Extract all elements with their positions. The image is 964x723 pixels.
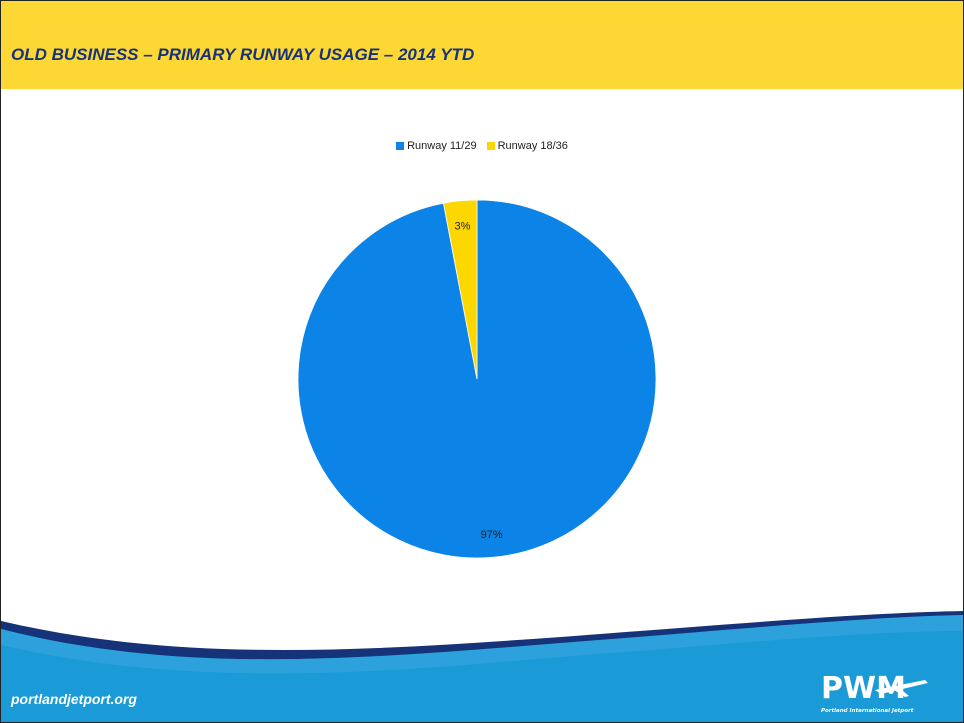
legend-item-runway-18-36: Runway 18/36 — [486, 140, 568, 152]
data-label-runway-18-36: 3% — [455, 221, 471, 233]
logo-subtitle: Portland International Jetport — [821, 708, 914, 714]
data-label-runway-11-29: 97% — [481, 529, 503, 541]
legend-label-runway-18-36: Runway 18/36 — [497, 140, 568, 152]
airplane-icon — [875, 680, 928, 694]
footer-band — [1, 611, 963, 722]
legend-swatch-runway-18-36 — [486, 142, 495, 150]
footer-url: portlandjetport.org — [11, 691, 137, 707]
legend-item-runway-11-29: Runway 11/29 — [396, 140, 477, 152]
legend-label-runway-11-29: Runway 11/29 — [407, 140, 477, 152]
slide-title: OLD BUSINESS – PRIMARY RUNWAY USAGE – 20… — [11, 45, 475, 64]
chart-legend: Runway 11/29 Runway 18/36 — [1, 140, 963, 152]
pie-slice-runway-18-36 — [442, 199, 478, 380]
pie-slice-runway-11-29 — [297, 199, 657, 559]
legend-swatch-runway-11-29 — [396, 142, 405, 150]
pwm-logo: PWM Portland International Jetport — [817, 668, 931, 716]
title-bar — [1, 1, 963, 89]
pie-chart: 97% 3% — [297, 199, 657, 559]
